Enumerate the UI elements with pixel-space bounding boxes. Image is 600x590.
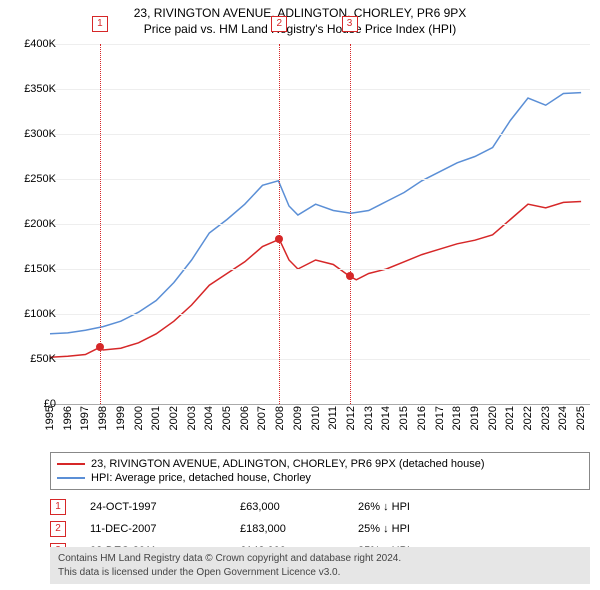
x-axis-label: 2015 [398, 406, 410, 430]
y-axis-label: £200K [24, 218, 56, 230]
x-axis-label: 2024 [557, 406, 569, 430]
transaction-vs-hpi: 26% ↓ HPI [358, 501, 498, 513]
transaction-dot [96, 343, 104, 351]
transaction-price: £183,000 [240, 523, 358, 535]
x-axis-label: 2008 [274, 406, 286, 430]
gridline-h [50, 359, 590, 360]
gridline-h [50, 269, 590, 270]
legend-swatch [57, 463, 85, 465]
y-axis-label: £350K [24, 83, 56, 95]
transaction-marker-line [350, 44, 351, 404]
gridline-h [50, 314, 590, 315]
legend-item: 23, RIVINGTON AVENUE, ADLINGTON, CHORLEY… [57, 457, 583, 471]
x-axis-label: 2009 [292, 406, 304, 430]
chart-title: 23, RIVINGTON AVENUE, ADLINGTON, CHORLEY… [0, 0, 600, 37]
x-axis-label: 2006 [239, 406, 251, 430]
x-axis-label: 2014 [380, 406, 392, 430]
legend-box: 23, RIVINGTON AVENUE, ADLINGTON, CHORLEY… [50, 452, 590, 490]
legend-item: HPI: Average price, detached house, Chor… [57, 471, 583, 485]
gridline-h [50, 179, 590, 180]
x-axis-label: 1998 [97, 406, 109, 430]
x-axis-label: 2007 [256, 406, 268, 430]
x-axis-label: 2017 [434, 406, 446, 430]
y-axis-label: £150K [24, 263, 56, 275]
y-axis-label: £400K [24, 38, 56, 50]
legend-swatch [57, 477, 85, 479]
footer-line-2: This data is licensed under the Open Gov… [58, 567, 340, 578]
transaction-dot [275, 235, 283, 243]
transaction-row: 1 24-OCT-1997£63,00026% ↓ HPI [50, 496, 590, 518]
x-axis-label: 2023 [540, 406, 552, 430]
x-axis-label: 2016 [416, 406, 428, 430]
x-axis-label: 2003 [186, 406, 198, 430]
x-axis-label: 2004 [203, 406, 215, 430]
plot-area: 123 [50, 44, 590, 405]
footer-line-1: Contains HM Land Registry data © Crown c… [58, 553, 401, 564]
legend-label: HPI: Average price, detached house, Chor… [91, 472, 311, 484]
transaction-marker-box: 2 [271, 16, 287, 32]
x-axis-label: 1999 [115, 406, 127, 430]
x-axis-label: 1995 [44, 406, 56, 430]
transaction-date: 11-DEC-2007 [90, 523, 240, 535]
transaction-price: £63,000 [240, 501, 358, 513]
x-axis-label: 2012 [345, 406, 357, 430]
y-axis-label: £50K [30, 353, 56, 365]
chart-container: 23, RIVINGTON AVENUE, ADLINGTON, CHORLEY… [0, 0, 600, 590]
attribution-footer: Contains HM Land Registry data © Crown c… [50, 547, 590, 584]
gridline-h [50, 134, 590, 135]
series-line-hpi [50, 93, 581, 334]
y-axis-label: £100K [24, 308, 56, 320]
title-line-2: Price paid vs. HM Land Registry's House … [144, 22, 456, 36]
gridline-h [50, 224, 590, 225]
transaction-date: 24-OCT-1997 [90, 501, 240, 513]
transaction-marker-box: 3 [342, 16, 358, 32]
x-axis-label: 2021 [504, 406, 516, 430]
x-axis-label: 2001 [150, 406, 162, 430]
transaction-row: 2 11-DEC-2007£183,00025% ↓ HPI [50, 518, 590, 540]
x-axis-label: 2018 [451, 406, 463, 430]
x-axis-label: 2002 [168, 406, 180, 430]
x-axis-label: 2013 [363, 406, 375, 430]
x-axis-label: 1996 [62, 406, 74, 430]
x-axis-label: 2005 [221, 406, 233, 430]
x-axis-label: 2025 [575, 406, 587, 430]
y-axis-label: £300K [24, 128, 56, 140]
x-axis-label: 2022 [522, 406, 534, 430]
y-axis-label: £250K [24, 173, 56, 185]
x-axis-label: 2020 [487, 406, 499, 430]
gridline-h [50, 44, 590, 45]
x-axis-label: 2010 [310, 406, 322, 430]
x-axis-label: 1997 [79, 406, 91, 430]
x-axis-label: 2011 [327, 406, 339, 430]
transaction-marker-box: 1 [92, 16, 108, 32]
transaction-vs-hpi: 25% ↓ HPI [358, 523, 498, 535]
gridline-h [50, 89, 590, 90]
transaction-row-marker: 2 [50, 521, 66, 537]
title-line-1: 23, RIVINGTON AVENUE, ADLINGTON, CHORLEY… [134, 6, 467, 20]
x-axis-label: 2000 [133, 406, 145, 430]
transaction-row-marker: 1 [50, 499, 66, 515]
x-axis-label: 2019 [469, 406, 481, 430]
legend-label: 23, RIVINGTON AVENUE, ADLINGTON, CHORLEY… [91, 458, 485, 470]
transaction-marker-line [279, 44, 280, 404]
transaction-dot [346, 272, 354, 280]
